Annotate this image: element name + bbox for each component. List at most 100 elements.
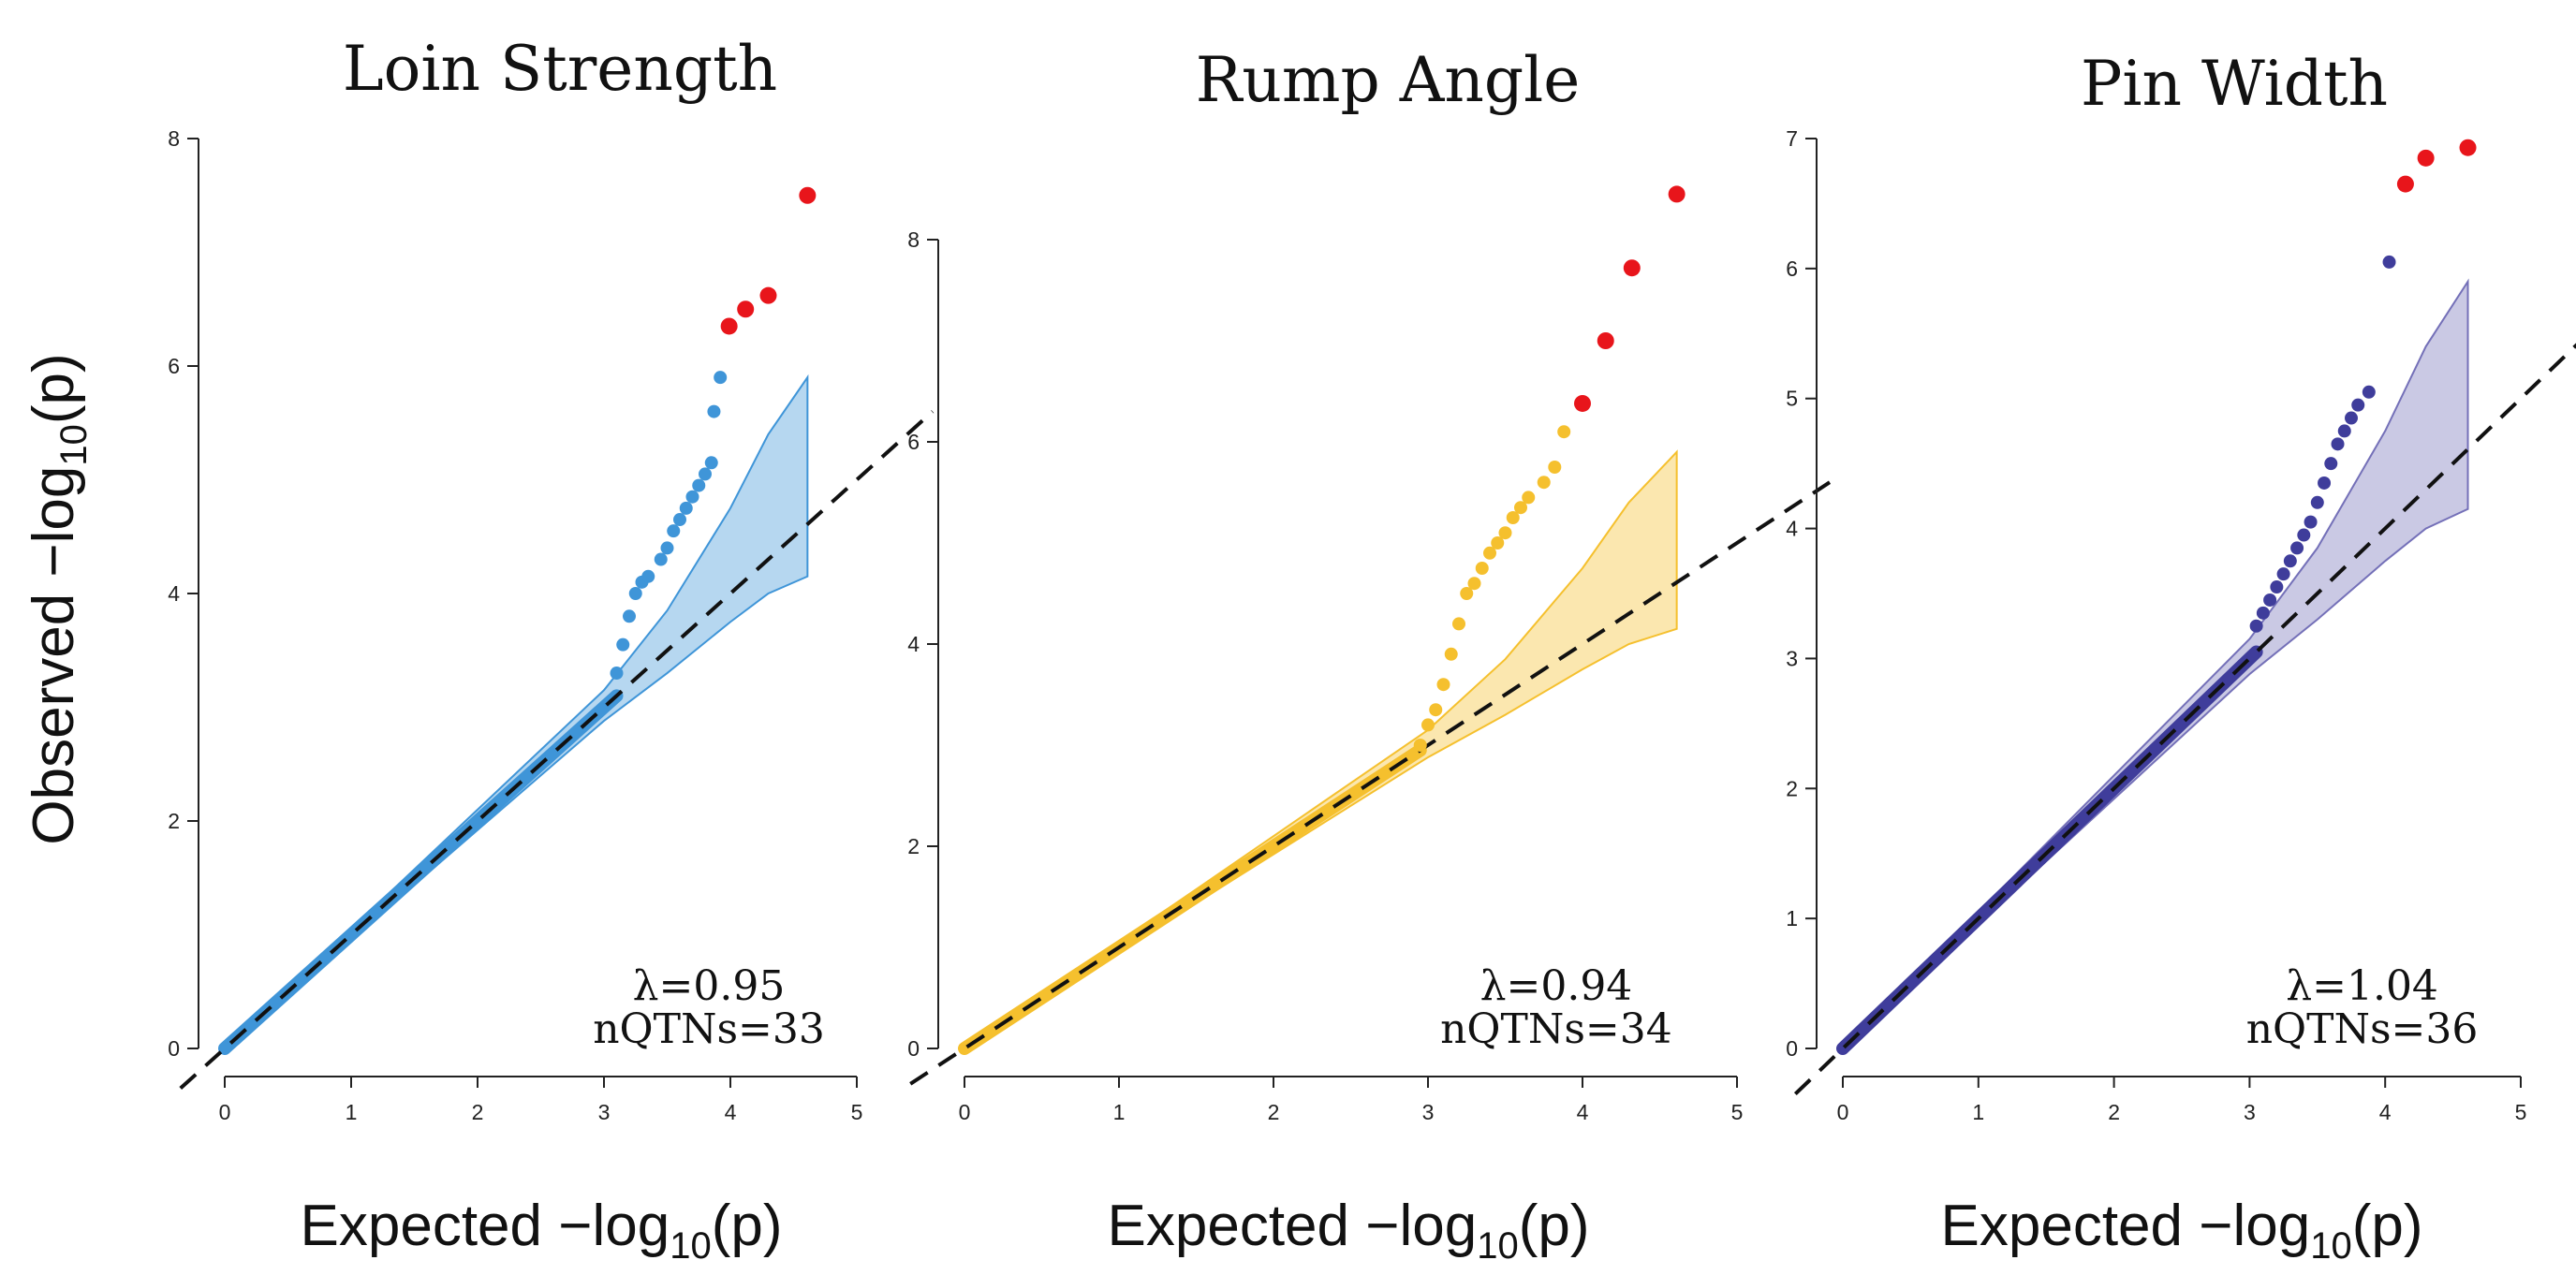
qq-point <box>2256 606 2270 620</box>
lambda-label: λ=0.95 <box>633 962 786 1010</box>
lambda-label: λ=1.04 <box>2286 962 2438 1010</box>
qq-point <box>654 552 668 566</box>
qtn-point <box>737 300 755 318</box>
qq-point <box>2310 495 2324 509</box>
x-tick-label: 5 <box>1731 1100 1744 1124</box>
y-tick-label: 3 <box>1786 646 1798 670</box>
qq-point <box>2345 411 2358 425</box>
y-tick-label: 6 <box>1786 256 1798 281</box>
qq-point <box>699 467 712 481</box>
x-tick-label: 2 <box>2108 1100 2120 1124</box>
panel-title: Rump Angle <box>1196 44 1581 116</box>
y-tick-label: 0 <box>907 1036 920 1061</box>
qq-point <box>1548 461 1562 474</box>
x-tick-label: 0 <box>1837 1100 1849 1124</box>
qq-point <box>1483 546 1496 560</box>
lambda-label: λ=0.94 <box>1480 962 1633 1010</box>
qq-point <box>714 371 728 385</box>
x-tick-label: 1 <box>1972 1100 1984 1124</box>
qq-point <box>692 478 706 492</box>
x-tick-label: 2 <box>1268 1100 1280 1124</box>
confidence-band <box>1842 278 2469 1049</box>
qq-point <box>2324 457 2338 471</box>
expected-diagonal-line <box>179 410 935 1091</box>
qq-point <box>1421 718 1435 732</box>
y-tick-label: 4 <box>907 632 920 656</box>
qq-point <box>1557 425 1571 439</box>
qq-point <box>2270 580 2284 594</box>
y-axis-title: Observed −log10(p) <box>22 353 95 844</box>
qq-point <box>660 541 674 555</box>
y-tick-label: 2 <box>907 834 920 858</box>
x-tick-label: 3 <box>1422 1100 1435 1124</box>
x-tick-label: 1 <box>346 1100 358 1124</box>
qq-point <box>707 404 721 418</box>
x-tick-label: 4 <box>725 1100 737 1124</box>
x-tick-label: 2 <box>472 1100 484 1124</box>
nqtns-label: nQTNs=34 <box>1440 1005 1672 1053</box>
y-tick-label: 2 <box>168 809 180 833</box>
qq-point <box>2283 554 2297 568</box>
y-tick-label: 0 <box>168 1036 180 1061</box>
confidence-band <box>964 449 1678 1049</box>
qq-point <box>610 667 624 681</box>
qq-point <box>2382 255 2396 269</box>
x-axis-title-3: Expected −log10(p) <box>1941 1194 2423 1267</box>
nqtns-label: nQTNs=33 <box>593 1005 825 1053</box>
qq-point <box>1444 647 1458 661</box>
qq-point <box>1522 491 1536 505</box>
qtn-point <box>720 317 738 335</box>
x-tick-label: 5 <box>2515 1100 2527 1124</box>
y-tick-label: 8 <box>168 126 180 151</box>
qq-point <box>1460 587 1474 600</box>
y-tick-label: 5 <box>1786 387 1798 411</box>
x-axis-title-1: Expected −log10(p) <box>301 1194 783 1267</box>
qq-point <box>1537 476 1551 490</box>
qq-point <box>2331 437 2345 451</box>
panel-title: Pin Width <box>2081 48 2388 120</box>
x-tick-label: 0 <box>219 1100 231 1124</box>
qq-point <box>704 456 718 470</box>
x-tick-label: 1 <box>1113 1100 1126 1124</box>
x-tick-label: 3 <box>598 1100 611 1124</box>
qq-point <box>667 524 681 538</box>
expected-diagonal-line <box>909 480 1832 1086</box>
qq-point <box>1498 526 1512 540</box>
x-tick-label: 4 <box>2379 1100 2392 1124</box>
qq-point <box>1491 536 1505 550</box>
y-tick-label: 7 <box>1786 126 1798 151</box>
qq-point <box>1429 703 1443 717</box>
confidence-band <box>224 374 809 1049</box>
x-tick-label: 4 <box>1577 1100 1589 1124</box>
qq-point <box>2318 476 2332 490</box>
qtn-point <box>1623 259 1641 277</box>
y-tick-label: 0 <box>1786 1036 1798 1061</box>
y-tick-label: 4 <box>1786 517 1798 541</box>
qq-point <box>2362 385 2376 399</box>
x-tick-label: 3 <box>2244 1100 2256 1124</box>
qq-point <box>1506 511 1520 524</box>
qq-point <box>1467 577 1481 591</box>
expected-diagonal-line <box>1793 343 2576 1096</box>
qq-point <box>2297 528 2311 542</box>
y-tick-label: 2 <box>1786 776 1798 800</box>
y-tick-label: 4 <box>168 581 180 606</box>
qq-point <box>1436 678 1450 692</box>
qq-point <box>1413 739 1427 752</box>
nqtns-label: nQTNs=36 <box>2246 1005 2479 1053</box>
qq-point <box>2249 619 2263 633</box>
qq-point <box>679 501 693 515</box>
qq-point <box>2304 515 2318 529</box>
y-tick-label: 8 <box>907 227 920 252</box>
qtn-point <box>799 186 817 204</box>
qq-point <box>2276 567 2290 581</box>
y-tick-label: 6 <box>168 354 180 378</box>
qq-point <box>623 609 636 623</box>
qq-point <box>1452 617 1465 631</box>
qq-point <box>2290 541 2304 555</box>
qtn-point <box>2459 139 2477 156</box>
